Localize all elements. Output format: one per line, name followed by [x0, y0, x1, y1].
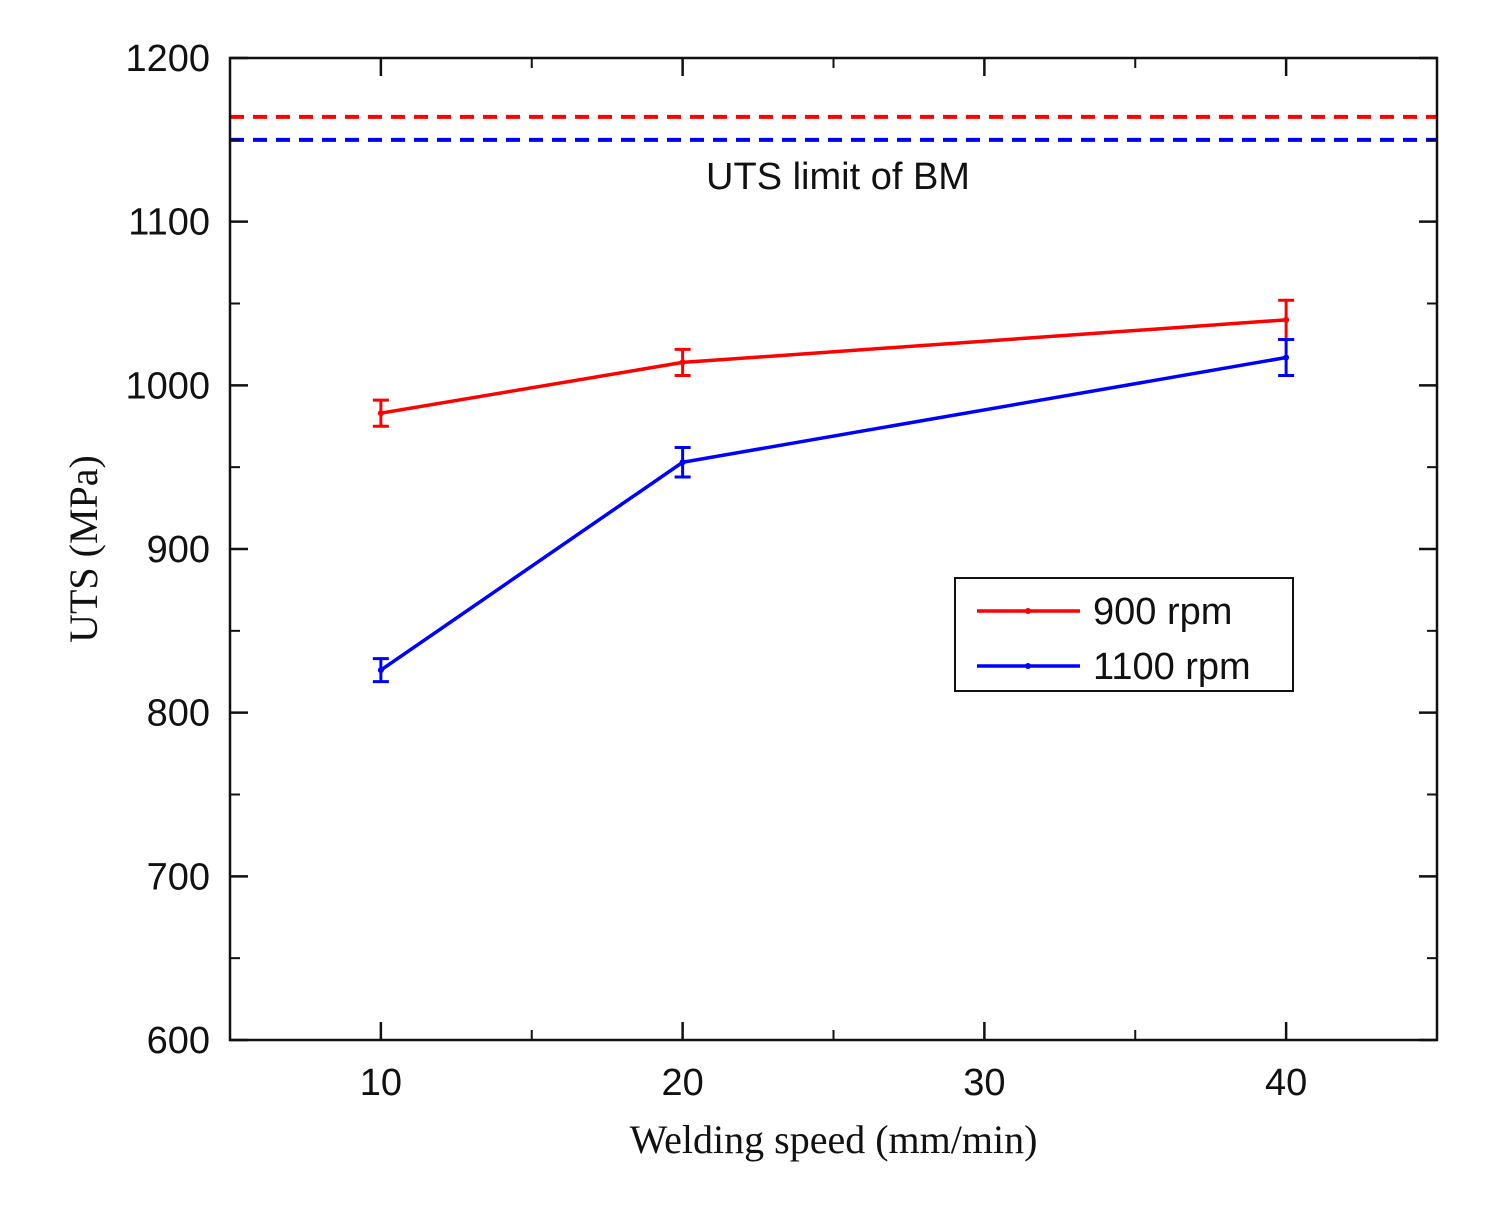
y-tick-label-700: 700 [147, 856, 210, 898]
legend: 900 rpm 1100 rpm [954, 577, 1294, 692]
series-1 [372, 338, 1295, 684]
legend-box [954, 577, 1294, 692]
data-point-1-0 [377, 667, 384, 674]
legend-marker-0 [1025, 608, 1031, 614]
x-tick-label-40: 40 [1265, 1062, 1307, 1104]
plot-frame [228, 56, 1439, 1042]
y-tick-label-600: 600 [147, 1020, 210, 1062]
data-point-1-1 [679, 459, 686, 466]
y-tick-label-1200: 1200 [125, 38, 210, 80]
y-axis-title: UTS (MPa) [61, 455, 106, 643]
legend-marker-1 [1025, 663, 1031, 669]
data-point-0-1 [679, 359, 686, 366]
series-0 [372, 298, 1295, 428]
x-tick-label-30: 30 [963, 1062, 1005, 1104]
y-tick-label-900: 900 [147, 529, 210, 571]
data-point-1-2 [1283, 354, 1290, 361]
series-layer [372, 298, 1295, 684]
legend-label-1: 1100 rpm [1093, 646, 1251, 688]
annotation-0: UTS limit of BM [706, 156, 970, 198]
y-tick-label-800: 800 [147, 693, 210, 735]
x-tick-label-10: 10 [360, 1062, 402, 1104]
axis-ticks: 10 20 30 40 600 700 800 900 1000 1100 1200 [125, 38, 1437, 1104]
annotations: UTS limit of BM [706, 156, 970, 198]
x-tick-label-20: 20 [661, 1062, 703, 1104]
data-point-0-2 [1283, 316, 1290, 323]
y-tick-label-1000: 1000 [125, 365, 210, 407]
data-point-0-0 [377, 410, 384, 417]
reference-lines [230, 114, 1437, 142]
legend-label-0: 900 rpm [1093, 591, 1232, 633]
y-tick-label-1100: 1100 [128, 202, 210, 244]
series-line-0 [380, 318, 1287, 415]
x-axis-title: Welding speed (mm/min) [630, 1117, 1038, 1162]
